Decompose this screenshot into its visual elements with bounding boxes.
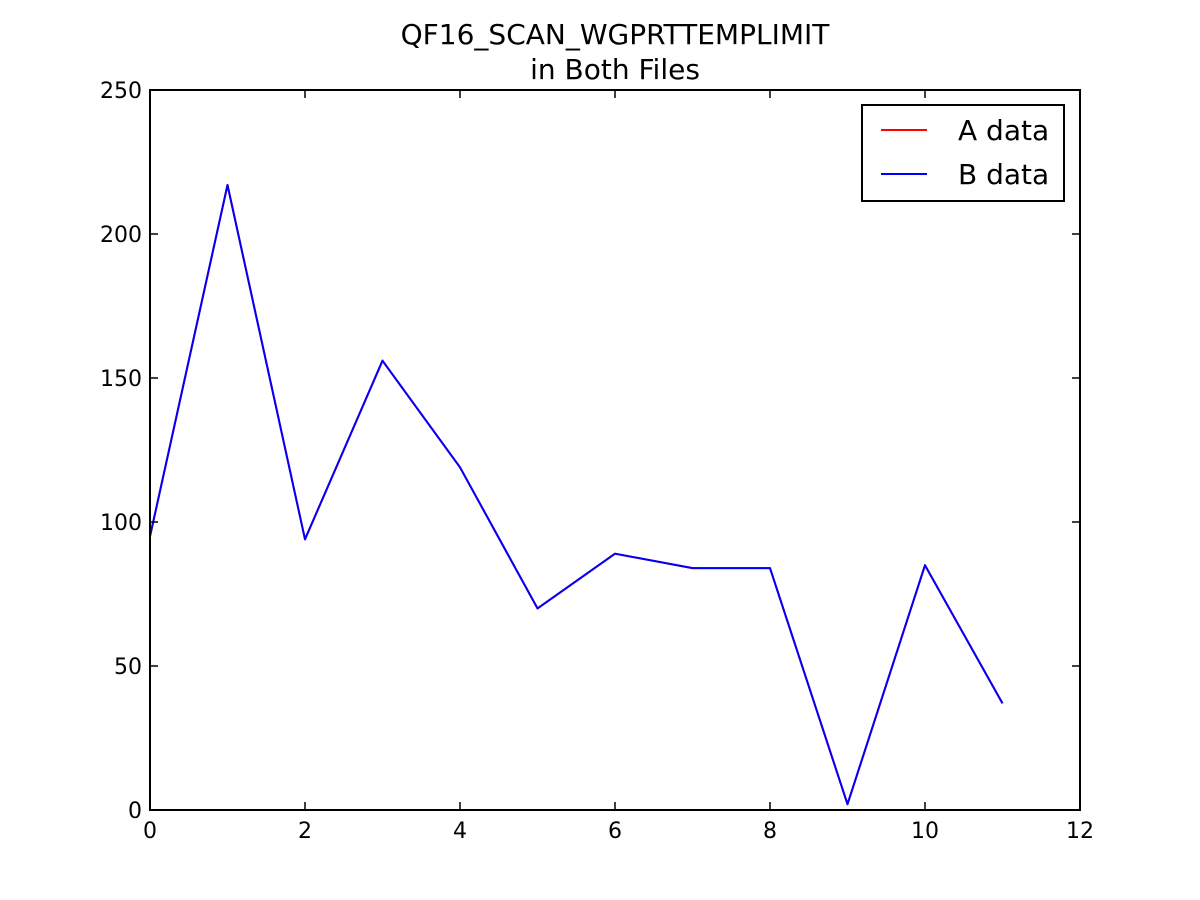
legend: A data B data	[861, 104, 1065, 202]
series-layer	[149, 184, 1004, 806]
legend-label-b: B data	[958, 158, 1049, 191]
legend-frame	[861, 104, 1065, 202]
x-tick-label: 12	[1066, 819, 1094, 844]
chart-title-line-2: in Both Files	[530, 53, 700, 86]
x-tick-label: 2	[298, 819, 312, 844]
chart-title-line-1: QF16_SCAN_WGPRTTEMPLIMIT	[401, 18, 831, 51]
y-tick-label: 100	[100, 511, 142, 536]
x-tick-label: 8	[763, 819, 777, 844]
y-tick-label: 150	[100, 367, 142, 392]
axis-ticks: 0 2 4 6 8 10 12 0 50 100 150 200 250	[100, 79, 1094, 844]
x-tick-label: 10	[911, 819, 939, 844]
y-tick-label: 200	[100, 223, 142, 248]
x-tick-label: 4	[453, 819, 467, 844]
y-tick-label: 50	[114, 655, 142, 680]
x-tick-label: 0	[143, 819, 157, 844]
series-line-b	[149, 184, 1004, 806]
plot-area	[150, 90, 1080, 810]
y-tick-label: 0	[128, 799, 142, 824]
y-tick-label: 250	[100, 79, 142, 104]
x-tick-label: 6	[608, 819, 622, 844]
plot-background	[150, 90, 1080, 810]
legend-label-a: A data	[958, 114, 1049, 147]
